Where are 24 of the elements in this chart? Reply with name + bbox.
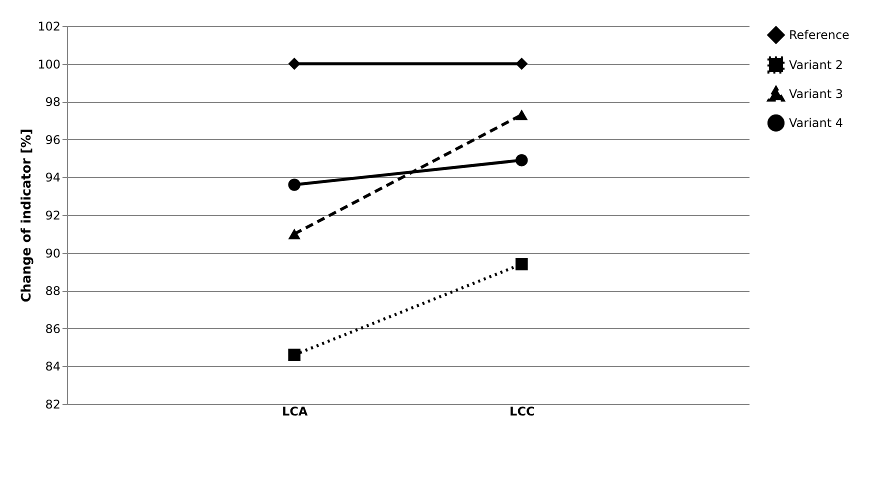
point <box>516 58 528 70</box>
y-tick-label: 96 <box>45 132 60 147</box>
legend-label: Variant 3 <box>789 87 844 101</box>
y-tick-label: 90 <box>45 246 60 260</box>
point <box>288 348 300 361</box>
x-tick-label: LCC <box>510 404 535 418</box>
point <box>288 178 300 191</box>
y-tick-label: 94 <box>45 170 60 185</box>
y-tick-label: 98 <box>45 95 60 110</box>
y-tick-label: 88 <box>45 284 60 298</box>
y-tick-label: 86 <box>45 322 60 336</box>
y-tick-label: 100 <box>38 57 60 72</box>
y-tick-label: 82 <box>45 398 60 412</box>
x-tick-label: LCA <box>282 404 308 418</box>
y-tick-label: 92 <box>45 208 60 222</box>
point <box>516 154 528 166</box>
point <box>288 58 300 70</box>
legend-label: Reference <box>789 28 850 42</box>
legend-label: Variant 2 <box>789 58 844 72</box>
y-tick-label: 84 <box>45 360 60 374</box>
point <box>516 258 528 270</box>
y-axis-title: Change of indicator [%] <box>20 128 35 302</box>
y-tick-label: 102 <box>38 20 60 34</box>
legend-label: Variant 4 <box>789 116 844 130</box>
